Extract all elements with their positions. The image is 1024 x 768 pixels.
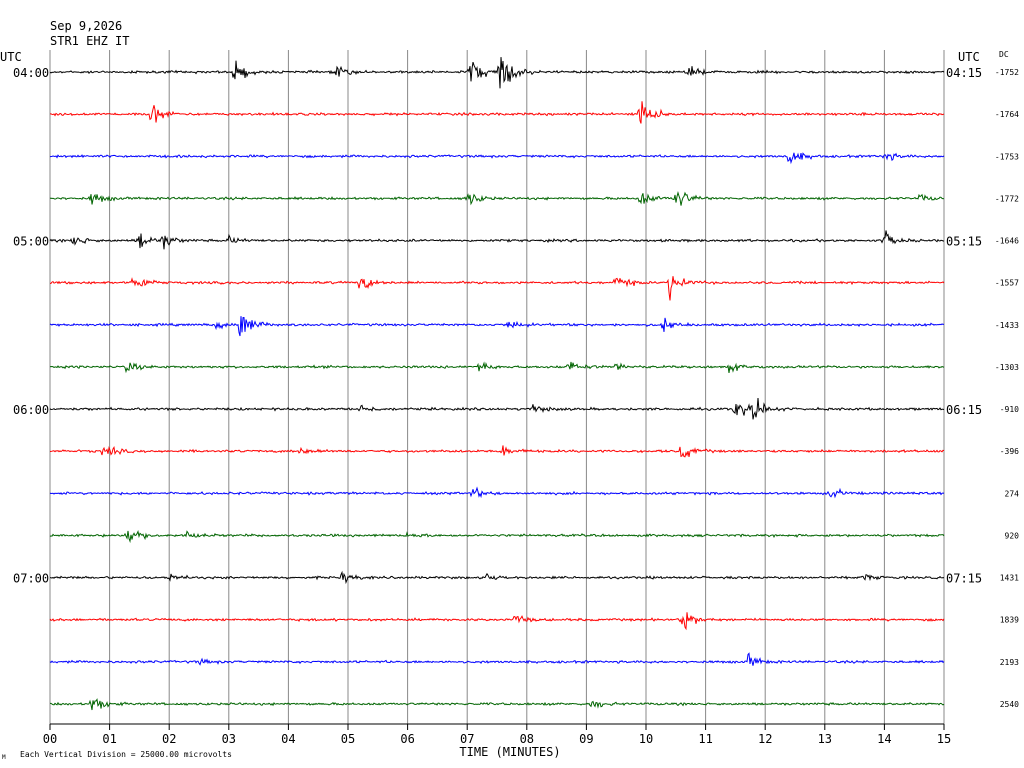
dc-offset-label: 920 xyxy=(1005,531,1020,540)
right-time-label: 04:15 xyxy=(946,66,982,80)
trace-line-5 xyxy=(50,276,945,301)
dc-offset-label: -396 xyxy=(1000,447,1019,456)
x-tick-label: 04 xyxy=(281,732,295,746)
dc-offset-label: -1753 xyxy=(995,152,1019,161)
x-tick-label: 01 xyxy=(102,732,116,746)
trace-line-4 xyxy=(49,230,945,250)
date-label: Sep 9,2026 xyxy=(50,19,123,33)
right-time-label: 05:15 xyxy=(946,235,982,249)
dc-offset-label: 1431 xyxy=(1000,574,1019,583)
trace-line-6 xyxy=(49,316,945,337)
x-tick-label: 11 xyxy=(698,732,712,746)
dc-offset-label: 2193 xyxy=(1000,658,1019,667)
trace-line-7 xyxy=(49,361,945,374)
dc-offset-label: -1557 xyxy=(995,279,1019,288)
x-axis-label: TIME (MINUTES) xyxy=(459,745,560,759)
trace-line-15 xyxy=(50,698,945,711)
right-time-label: 06:15 xyxy=(946,403,982,417)
trace-line-3 xyxy=(49,191,945,206)
trace-line-12 xyxy=(49,570,945,585)
traces xyxy=(49,57,945,711)
dc-offset-label: -1646 xyxy=(995,237,1019,246)
x-tick-label: 02 xyxy=(162,732,176,746)
dc-offset-label: -1303 xyxy=(995,363,1019,372)
left-axis-title: UTC xyxy=(0,50,22,64)
dc-offset-label: 1839 xyxy=(1000,616,1019,625)
trace-line-10 xyxy=(49,486,945,499)
x-tick-label: 08 xyxy=(520,732,534,746)
dc-offset-label: -910 xyxy=(1000,405,1019,414)
time-labels: UTC UTC DC 04:00 05:00 06:00 07:00 04:15 05:15 06… xyxy=(0,50,1019,709)
dc-offset-label: -1764 xyxy=(995,110,1019,119)
dc-offset-label: -1752 xyxy=(995,68,1019,77)
x-tick-label: 10 xyxy=(639,732,653,746)
x-tick-label: 13 xyxy=(818,732,832,746)
dc-offset-label: -1772 xyxy=(995,194,1019,203)
dc-offset-label: -1433 xyxy=(995,321,1019,330)
x-tick-label: 09 xyxy=(579,732,593,746)
trace-line-0 xyxy=(49,57,945,89)
station-label: STR1 EHZ IT xyxy=(50,34,130,48)
grid xyxy=(49,50,945,725)
corner-mark: M xyxy=(2,754,6,761)
x-tick-label: 14 xyxy=(877,732,891,746)
dc-offset-label: 2540 xyxy=(1000,700,1019,709)
trace-line-1 xyxy=(50,101,945,124)
dc-offset-label: 274 xyxy=(1005,489,1020,498)
dc-title: DC xyxy=(999,50,1009,59)
x-tick-label: 05 xyxy=(341,732,355,746)
trace-line-14 xyxy=(49,652,945,666)
right-time-label: 07:15 xyxy=(946,572,982,586)
left-time-label: 07:00 xyxy=(13,572,49,586)
x-tick-label: 12 xyxy=(758,732,772,746)
trace-line-2 xyxy=(49,152,945,165)
trace-line-11 xyxy=(49,530,945,544)
trace-line-8 xyxy=(49,398,945,420)
right-axis-title: UTC xyxy=(958,50,980,64)
x-tick-label: 06 xyxy=(400,732,414,746)
left-time-label: 06:00 xyxy=(13,403,49,417)
left-time-label: 04:00 xyxy=(13,66,49,80)
division-note: Each Vertical Division = 25000.00 microv… xyxy=(20,750,232,759)
left-time-label: 05:00 xyxy=(13,235,49,249)
x-tick-label: 07 xyxy=(460,732,474,746)
x-tick-label: 15 xyxy=(937,732,951,746)
x-tick-label: 03 xyxy=(222,732,236,746)
trace-line-13 xyxy=(49,612,945,631)
x-tick-label: 00 xyxy=(43,732,57,746)
x-axis: 00 01 02 03 04 05 06 07 08 09 10 11 12 13 14 15 xyxy=(43,724,951,746)
trace-line-9 xyxy=(49,445,945,458)
